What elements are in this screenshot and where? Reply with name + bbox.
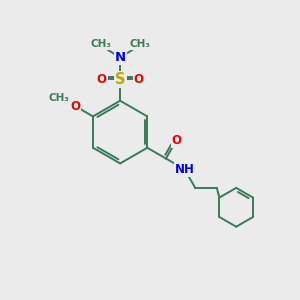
Text: NH: NH <box>175 163 194 176</box>
Text: CH₃: CH₃ <box>129 39 150 49</box>
Text: O: O <box>70 100 80 113</box>
Text: N: N <box>115 51 126 64</box>
Text: O: O <box>172 134 182 147</box>
Text: O: O <box>134 73 144 86</box>
Text: CH₃: CH₃ <box>48 93 69 103</box>
Text: CH₃: CH₃ <box>90 39 111 49</box>
Text: S: S <box>115 72 125 87</box>
Text: O: O <box>97 73 106 86</box>
